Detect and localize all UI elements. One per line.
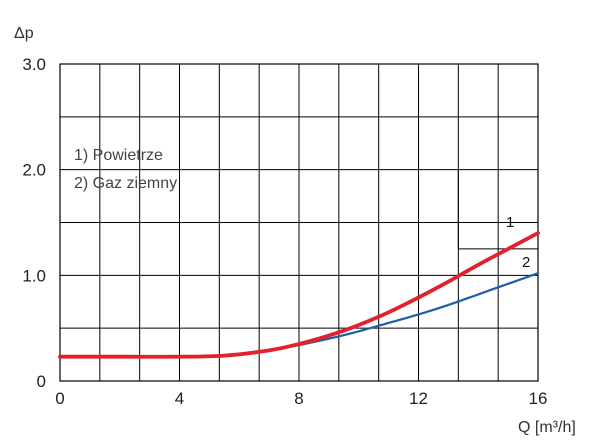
legend-entry-1: 1) Powietrze [74,147,163,164]
x-tick-label: 16 [529,389,548,408]
series-line-2 [268,272,540,352]
series-labels: 12 [506,214,530,271]
x-axis-label: Q [m³/h] [518,419,576,436]
x-tick-label: 4 [175,389,184,408]
y-tick-label: 0 [37,372,46,391]
series-label-1: 1 [506,214,514,231]
x-tick-label: 8 [294,389,303,408]
legend-entry-2: 2) Gaz ziemny [74,175,177,192]
y-tick-label: 2.0 [22,161,46,180]
x-tick-label: 12 [409,389,428,408]
series-lines [58,231,540,359]
y-tick-label: 3.0 [22,55,46,74]
y-axis-label: Δp [14,25,34,42]
series-label-2: 2 [522,254,530,271]
y-tick-label: 1.0 [22,266,46,285]
series-line-1 [58,231,540,359]
grid [59,63,539,382]
x-tick-label: 0 [55,389,64,408]
